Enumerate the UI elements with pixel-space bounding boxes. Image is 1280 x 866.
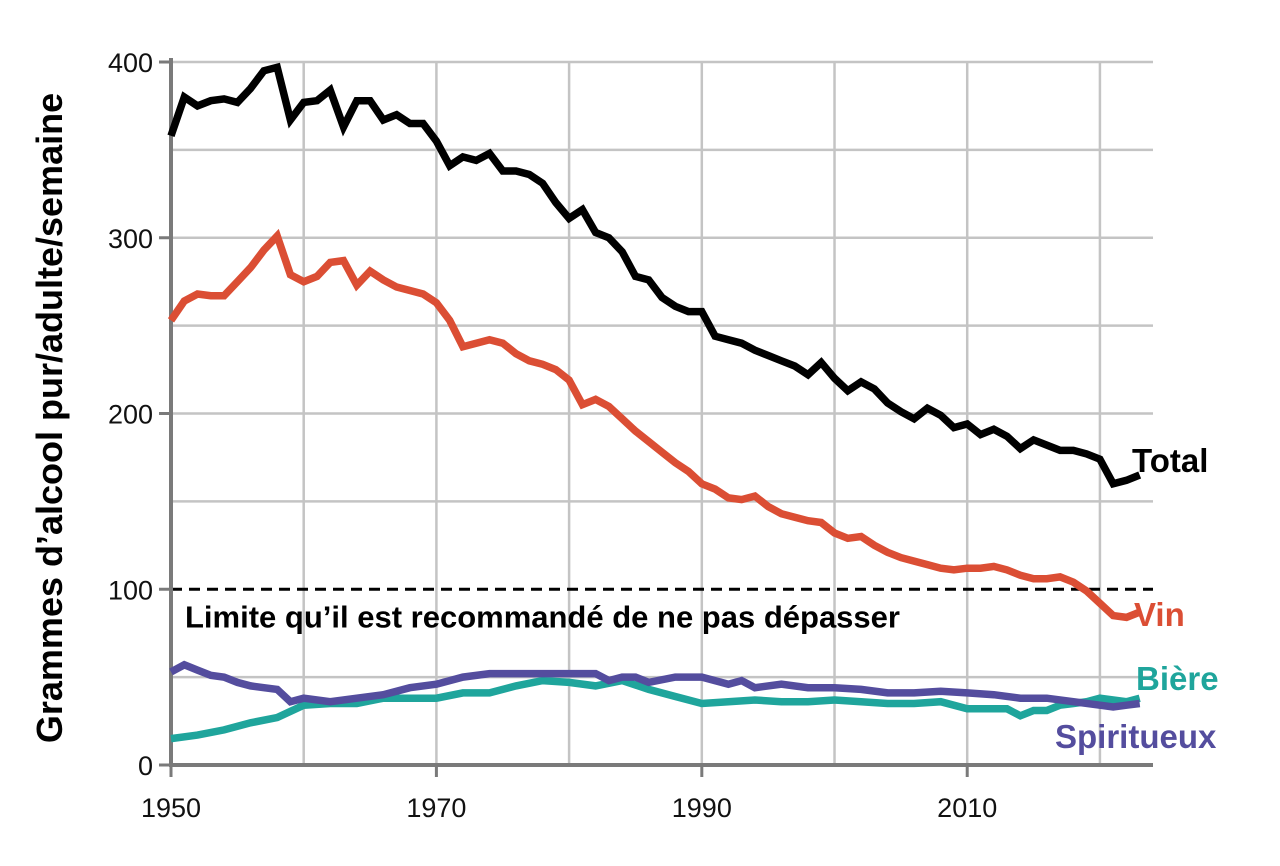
series-label-bire: Bière: [1136, 660, 1219, 697]
series-lines: [167, 62, 1142, 743]
series-line-vin: [167, 228, 1142, 622]
series-label-spiritueux: Spiritueux: [1055, 718, 1217, 755]
y-tick-label: 400: [108, 48, 153, 78]
axes: 0 100 200 300 400 1950 1970 1990 2010: [108, 48, 1153, 823]
y-tick-label: 0: [138, 751, 153, 781]
grid-lines: [171, 60, 1153, 765]
x-tick-label: 1970: [406, 793, 466, 823]
reference-line-label: Limite qu’il est recommandé de ne pas dé…: [185, 599, 900, 634]
y-axis-label: Grammes d’alcool pur/adulte/semaine: [29, 93, 70, 743]
series-label-vin: Vin: [1134, 596, 1185, 633]
reference-line-group: Limite qu’il est recommandé de ne pas dé…: [171, 587, 1153, 634]
x-tick-label: 2010: [937, 793, 997, 823]
y-tick-label: 300: [108, 224, 153, 254]
y-tick-label: 100: [108, 575, 153, 605]
series-line-spiritueux: [169, 660, 1141, 711]
x-tick-label: 1950: [141, 793, 201, 823]
series-label-total: Total: [1132, 442, 1208, 479]
y-tick-label: 200: [108, 400, 153, 430]
series-line-total: [167, 62, 1142, 489]
x-tick-label: 1990: [672, 793, 732, 823]
labels: Bière Spiritueux Vin Total: [1055, 442, 1219, 755]
series-line-bire: [170, 676, 1141, 743]
